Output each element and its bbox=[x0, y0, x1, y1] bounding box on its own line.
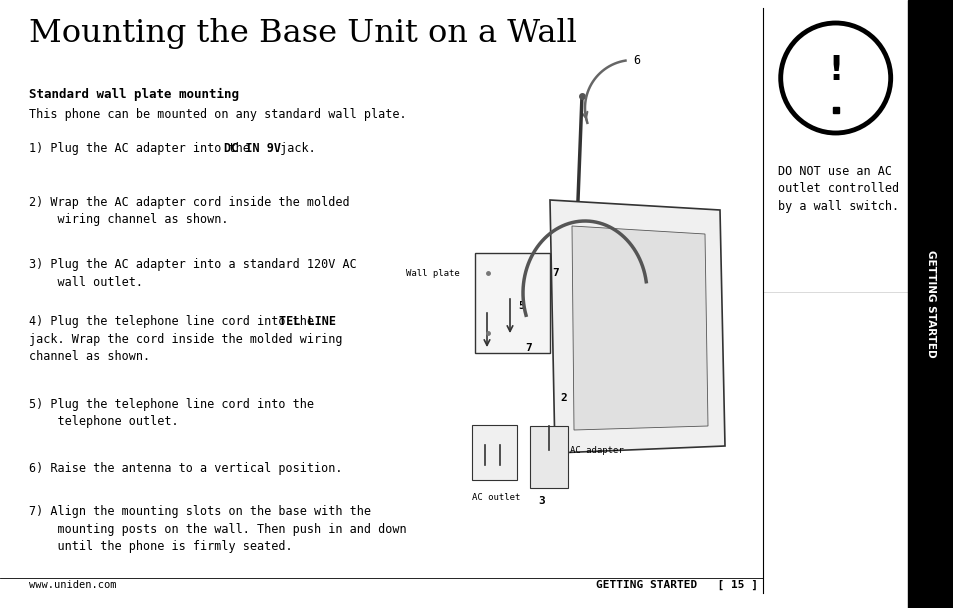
Text: TEL LINE: TEL LINE bbox=[278, 315, 335, 328]
Text: GETTING STARTED: GETTING STARTED bbox=[925, 250, 935, 358]
Text: This phone can be mounted on any standard wall plate.: This phone can be mounted on any standar… bbox=[29, 108, 406, 121]
Text: !: ! bbox=[827, 55, 842, 88]
Text: 4: 4 bbox=[678, 371, 684, 381]
Text: 7: 7 bbox=[524, 343, 531, 353]
Text: 2) Wrap the AC adapter cord inside the molded
    wiring channel as shown.: 2) Wrap the AC adapter cord inside the m… bbox=[29, 196, 349, 227]
Bar bbox=[530, 426, 567, 488]
Text: 7: 7 bbox=[552, 268, 558, 278]
Bar bbox=[907, 0, 953, 608]
Text: 6: 6 bbox=[633, 54, 640, 67]
Text: Mounting the Base Unit on a Wall: Mounting the Base Unit on a Wall bbox=[29, 18, 576, 49]
Bar bbox=[472, 425, 517, 480]
Text: Wall plate: Wall plate bbox=[406, 269, 459, 277]
Polygon shape bbox=[572, 226, 707, 430]
Text: www.uniden.com: www.uniden.com bbox=[29, 580, 116, 590]
Polygon shape bbox=[475, 253, 550, 353]
Text: DC IN 9V: DC IN 9V bbox=[224, 142, 280, 155]
Text: DO NOT use an AC
outlet controlled
by a wall switch.: DO NOT use an AC outlet controlled by a … bbox=[778, 165, 899, 213]
Polygon shape bbox=[550, 200, 724, 453]
Text: jack.: jack. bbox=[273, 142, 315, 155]
Text: 3: 3 bbox=[538, 496, 545, 506]
Text: jack. Wrap the cord inside the molded wiring
channel as shown.: jack. Wrap the cord inside the molded wi… bbox=[29, 333, 342, 363]
Text: 7) Align the mounting slots on the base with the
    mounting posts on the wall.: 7) Align the mounting slots on the base … bbox=[29, 505, 406, 553]
Text: AC outlet: AC outlet bbox=[472, 493, 519, 502]
Text: AC adapter: AC adapter bbox=[569, 446, 623, 455]
Text: 2: 2 bbox=[559, 393, 566, 403]
Text: 4) Plug the telephone line cord into the: 4) Plug the telephone line cord into the bbox=[29, 315, 320, 328]
Text: 1) Plug the AC adapter into the: 1) Plug the AC adapter into the bbox=[29, 142, 256, 155]
Text: GETTING STARTED   [ 15 ]: GETTING STARTED [ 15 ] bbox=[596, 580, 758, 590]
Text: 1: 1 bbox=[638, 371, 644, 381]
Text: Standard wall plate mounting: Standard wall plate mounting bbox=[29, 88, 238, 101]
Text: 3) Plug the AC adapter into a standard 120V AC
    wall outlet.: 3) Plug the AC adapter into a standard 1… bbox=[29, 258, 356, 289]
Text: 6) Raise the antenna to a vertical position.: 6) Raise the antenna to a vertical posit… bbox=[29, 462, 342, 475]
Text: 5) Plug the telephone line cord into the
    telephone outlet.: 5) Plug the telephone line cord into the… bbox=[29, 398, 314, 429]
Text: 5: 5 bbox=[517, 301, 524, 311]
